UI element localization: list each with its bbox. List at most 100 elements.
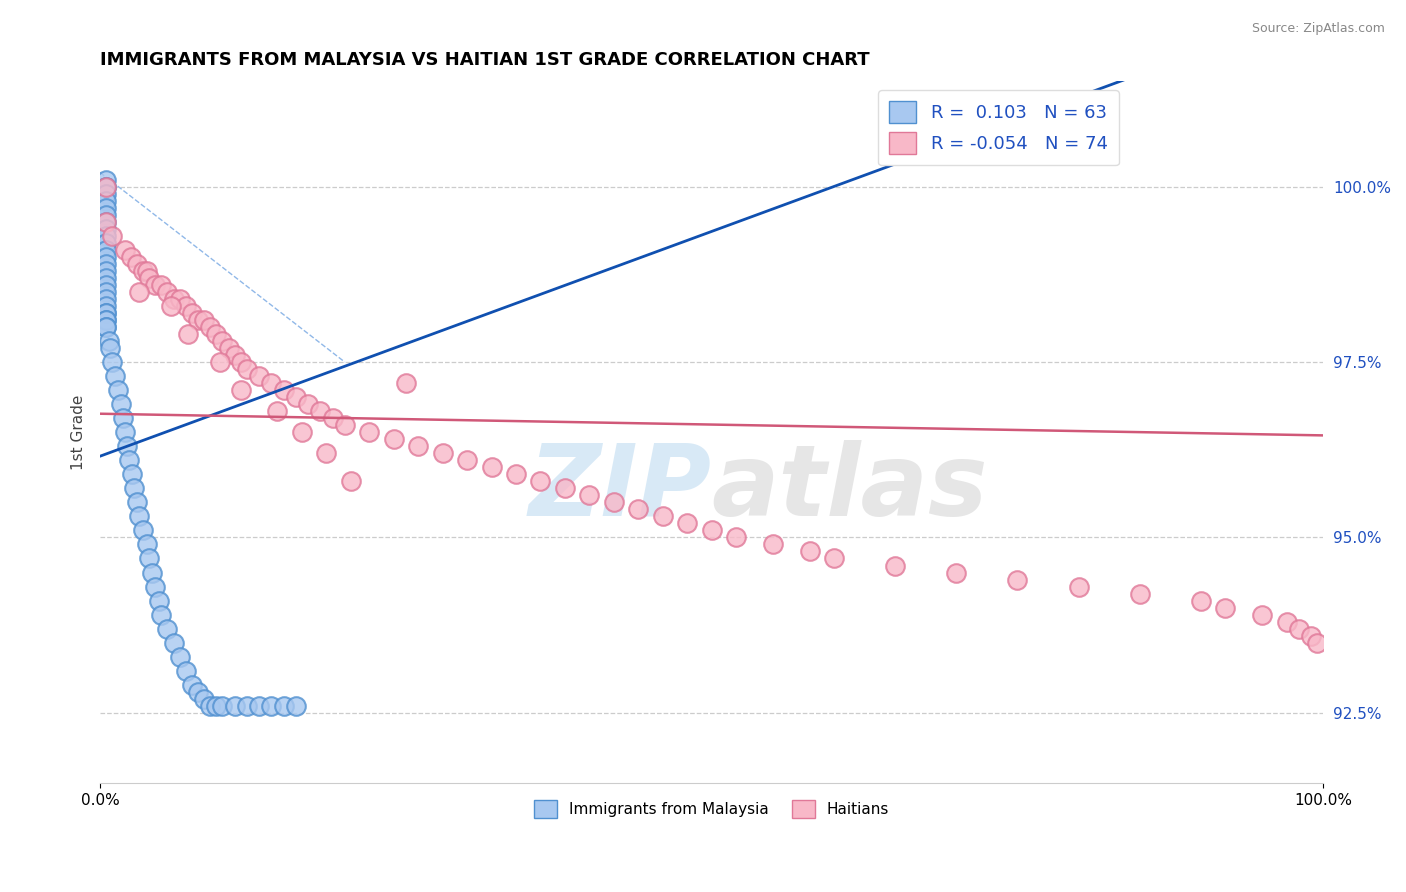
- Point: [148, 593, 170, 607]
- Point: [96, 264, 118, 278]
- Point: [200, 320, 222, 334]
- Point: [96, 299, 118, 313]
- Point: [208, 355, 231, 369]
- Point: [529, 475, 551, 489]
- Point: [98, 341, 121, 355]
- Point: [224, 348, 246, 362]
- Point: [823, 551, 845, 566]
- Point: [96, 257, 118, 271]
- Point: [291, 425, 314, 440]
- Point: [284, 390, 307, 404]
- Point: [132, 264, 155, 278]
- Point: [110, 397, 132, 411]
- Point: [1275, 615, 1298, 629]
- Point: [150, 277, 173, 292]
- Point: [101, 355, 124, 369]
- Point: [96, 179, 118, 194]
- Point: [193, 313, 215, 327]
- Point: [96, 179, 118, 194]
- Point: [229, 355, 252, 369]
- Point: [578, 488, 600, 502]
- Point: [141, 566, 163, 580]
- Point: [406, 439, 429, 453]
- Point: [96, 201, 118, 215]
- Point: [138, 270, 160, 285]
- Point: [193, 691, 215, 706]
- Point: [1067, 580, 1090, 594]
- Point: [160, 299, 183, 313]
- Point: [96, 285, 118, 299]
- Text: Source: ZipAtlas.com: Source: ZipAtlas.com: [1251, 22, 1385, 36]
- Point: [96, 292, 118, 306]
- Point: [96, 243, 118, 257]
- Point: [115, 439, 138, 453]
- Point: [247, 369, 270, 384]
- Point: [676, 516, 699, 531]
- Point: [97, 334, 120, 348]
- Legend: Immigrants from Malaysia, Haitians: Immigrants from Malaysia, Haitians: [527, 794, 896, 824]
- Point: [104, 369, 127, 384]
- Point: [143, 580, 166, 594]
- Point: [96, 228, 118, 243]
- Point: [284, 698, 307, 713]
- Point: [96, 306, 118, 320]
- Point: [174, 299, 197, 313]
- Point: [187, 313, 209, 327]
- Point: [211, 334, 233, 348]
- Point: [96, 179, 118, 194]
- Point: [224, 698, 246, 713]
- Point: [124, 481, 146, 495]
- Point: [150, 607, 173, 622]
- Point: [96, 194, 118, 208]
- Point: [1189, 593, 1212, 607]
- Point: [627, 502, 650, 516]
- Point: [180, 678, 202, 692]
- Point: [395, 376, 418, 390]
- Point: [169, 649, 191, 664]
- Point: [359, 425, 381, 440]
- Point: [162, 292, 184, 306]
- Point: [177, 326, 200, 341]
- Point: [236, 362, 259, 376]
- Point: [96, 320, 118, 334]
- Point: [125, 495, 148, 509]
- Point: [505, 467, 527, 482]
- Point: [554, 481, 576, 495]
- Point: [1306, 636, 1329, 650]
- Point: [260, 698, 283, 713]
- Point: [114, 425, 136, 440]
- Point: [138, 551, 160, 566]
- Point: [96, 186, 118, 201]
- Point: [211, 698, 233, 713]
- Point: [121, 467, 143, 482]
- Point: [174, 664, 197, 678]
- Point: [309, 404, 332, 418]
- Point: [96, 172, 118, 186]
- Point: [315, 446, 337, 460]
- Point: [169, 292, 191, 306]
- Point: [96, 250, 118, 264]
- Point: [229, 383, 252, 397]
- Point: [725, 531, 748, 545]
- Point: [135, 537, 157, 551]
- Point: [260, 376, 283, 390]
- Point: [187, 685, 209, 699]
- Point: [156, 622, 179, 636]
- Point: [340, 475, 363, 489]
- Point: [101, 228, 124, 243]
- Point: [1129, 586, 1152, 600]
- Point: [481, 460, 503, 475]
- Point: [1007, 573, 1029, 587]
- Text: atlas: atlas: [711, 440, 988, 537]
- Point: [218, 341, 240, 355]
- Point: [156, 285, 179, 299]
- Point: [180, 306, 202, 320]
- Point: [273, 383, 295, 397]
- Point: [96, 306, 118, 320]
- Point: [128, 509, 150, 524]
- Point: [456, 453, 478, 467]
- Point: [700, 524, 723, 538]
- Point: [273, 698, 295, 713]
- Point: [162, 636, 184, 650]
- Point: [200, 698, 222, 713]
